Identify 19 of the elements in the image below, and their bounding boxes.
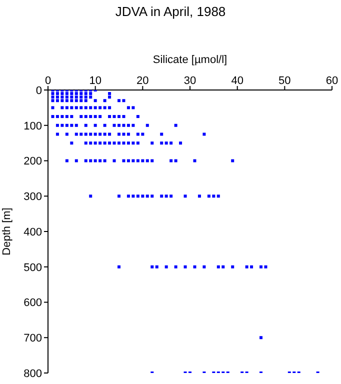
y-tick-label: 800 [24,368,42,380]
x-tick-label: 30 [184,75,196,87]
y-tick-label: 300 [24,191,42,204]
x-tick-label: 60 [326,75,338,87]
x-tick-label: 20 [136,75,149,87]
x-tick-label: 50 [278,75,291,87]
x-tick-label: 0 [44,75,52,87]
y-tick-label: 100 [24,120,42,132]
x-tick-label: 40 [231,75,244,87]
y-axis-title: Depth [m] [0,208,13,256]
y-tick-label: 0 [36,84,42,97]
y-tick-label: 500 [24,262,42,274]
chart-title: JDVA in April, 1988 [114,4,227,19]
y-tick-label: 700 [24,332,42,345]
y-tick-label: 600 [24,297,42,310]
y-tick-label: 200 [24,156,42,168]
x-tick-label: 10 [89,75,102,87]
x-axis-title: Silicate [µmol/l] [152,54,228,66]
y-tick-label: 400 [24,226,42,238]
